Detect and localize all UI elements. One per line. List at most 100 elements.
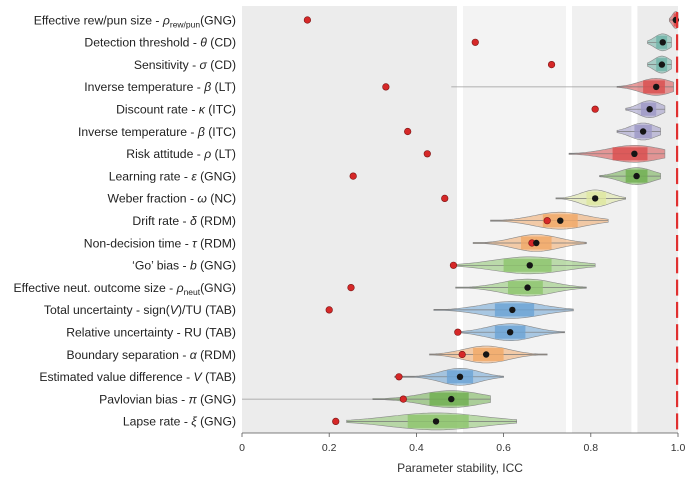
- reference-point-0: [303, 16, 312, 24]
- violin-row-16: [394, 367, 679, 386]
- median-point-8: [591, 195, 599, 202]
- reference-point-6: [423, 150, 431, 158]
- reference-point-12: [347, 284, 355, 292]
- violin-layer: [242, 11, 680, 431]
- edge-tick-18: [676, 413, 679, 430]
- row-label-15: Boundary separation - α (RDM): [66, 348, 236, 362]
- median-point-3: [653, 83, 660, 91]
- row-label-13: Total uncertainty - sign(V)/TU (TAB): [44, 303, 236, 317]
- edge-tick-9: [676, 212, 679, 229]
- reference-point-2: [547, 60, 556, 69]
- row-label-7: Learning rate - ε (GNG): [109, 169, 236, 183]
- edge-tick-7: [676, 168, 679, 185]
- violin-row-3: [382, 78, 679, 96]
- row-label-6: Risk attitude - ρ (LT): [126, 147, 236, 161]
- median-point-7: [633, 172, 640, 180]
- edge-tick-17: [676, 391, 679, 408]
- x-tick-label-1: 0.2: [322, 442, 337, 454]
- violin-row-0: [303, 11, 680, 29]
- band-3: [634, 6, 678, 433]
- edge-tick-1: [676, 34, 679, 51]
- row-label-18: Lapse rate - ξ (GNG): [123, 415, 236, 429]
- edge-tick-0: [676, 12, 679, 28]
- edge-tick-12: [676, 279, 679, 296]
- x-axis-title: Parameter stability, ICC: [397, 461, 523, 475]
- edge-tick-13: [676, 301, 679, 318]
- reference-point-14: [454, 328, 462, 336]
- reference-point-15: [458, 350, 466, 359]
- median-point-12: [524, 284, 531, 291]
- edge-tick-6: [676, 145, 679, 162]
- edge-tick-2: [676, 56, 679, 73]
- violin-row-14: [454, 323, 679, 341]
- reference-point-7: [349, 172, 357, 180]
- row-label-14: Relative uncertainty - RU (TAB): [66, 326, 236, 340]
- median-point-9: [557, 217, 564, 224]
- row-label-1: Detection threshold - θ (CD): [84, 36, 236, 50]
- reference-point-1: [471, 38, 479, 46]
- median-point-6: [631, 150, 638, 157]
- violin-row-15: [429, 345, 679, 364]
- violin-row-13: [325, 301, 679, 319]
- reference-point-3: [382, 83, 390, 91]
- x-tick-label-5: 1.0: [671, 442, 685, 454]
- edge-tick-11: [676, 257, 679, 274]
- violin-row-18: [332, 412, 679, 431]
- edge-tick-5: [676, 123, 679, 140]
- row-label-11: ‘Go’ bias - b (GNG): [132, 259, 236, 273]
- median-point-2: [658, 61, 666, 68]
- reference-point-17: [399, 395, 407, 403]
- edge-tick-15: [676, 346, 679, 363]
- reference-point-18: [332, 417, 340, 426]
- violin-row-6: [423, 145, 679, 163]
- row-label-8: Weber fraction - ω (NC): [108, 192, 236, 206]
- x-axis: Parameter stability, ICC 0 0.2 0.4 0.6 0.8 1.…: [239, 432, 685, 475]
- band-0: [242, 6, 460, 433]
- reference-point-13: [325, 306, 333, 314]
- edge-tick-14: [676, 324, 679, 341]
- violin-row-9: [490, 211, 679, 230]
- violin-row-7: [349, 167, 679, 185]
- median-point-15: [482, 351, 490, 358]
- x-tick-label-2: 0.4: [409, 442, 424, 454]
- violin-row-4: [591, 100, 679, 118]
- row-label-10: Non-decision time - τ (RDM): [84, 236, 236, 250]
- violin-row-1: [471, 33, 679, 52]
- median-point-10: [533, 239, 540, 247]
- iqr-box-6: [612, 147, 648, 161]
- row-label-4: Discount rate - κ (ITC): [116, 103, 236, 117]
- reference-point-8: [441, 194, 449, 202]
- edge-tick-16: [676, 368, 679, 385]
- violin-row-2: [547, 55, 679, 74]
- median-point-5: [639, 128, 647, 135]
- edge-tick-8: [676, 190, 679, 207]
- violin-row-10: [472, 234, 679, 252]
- reference-point-4: [591, 105, 599, 113]
- violin-row-12: [347, 278, 679, 297]
- edge-tick-10: [676, 235, 679, 251]
- x-tick-label-3: 0.6: [496, 442, 511, 454]
- x-tick-label-0: 0: [239, 442, 245, 454]
- x-tick-label-4: 0.8: [583, 442, 598, 454]
- row-label-0: Effective rew/pun size - ρrew/pun(GNG): [34, 13, 236, 29]
- median-point-11: [526, 262, 533, 269]
- median-point-17: [448, 395, 455, 403]
- row-label-9: Drift rate - δ (RDM): [132, 214, 236, 228]
- edge-tick-3: [676, 78, 679, 95]
- violin-row-11: [449, 256, 679, 275]
- row-label-12: Effective neut. outcome size - ρneut(GNG…: [14, 281, 236, 297]
- median-point-14: [506, 329, 514, 336]
- reference-point-16: [395, 373, 403, 381]
- median-point-1: [659, 39, 666, 46]
- y-axis-labels: Effective rew/pun size - ρrew/pun(GNG) De…: [14, 13, 236, 428]
- median-point-18: [432, 418, 440, 425]
- threshold-line-2: [631, 6, 638, 433]
- row-label-3: Inverse temperature - β (LT): [84, 80, 236, 94]
- reference-point-11: [449, 261, 458, 269]
- edge-tick-4: [676, 101, 679, 118]
- row-label-2: Sensitivity - σ (CD): [134, 58, 236, 72]
- median-point-16: [456, 373, 464, 380]
- violin-row-8: [441, 189, 679, 208]
- reference-point-9: [543, 217, 551, 225]
